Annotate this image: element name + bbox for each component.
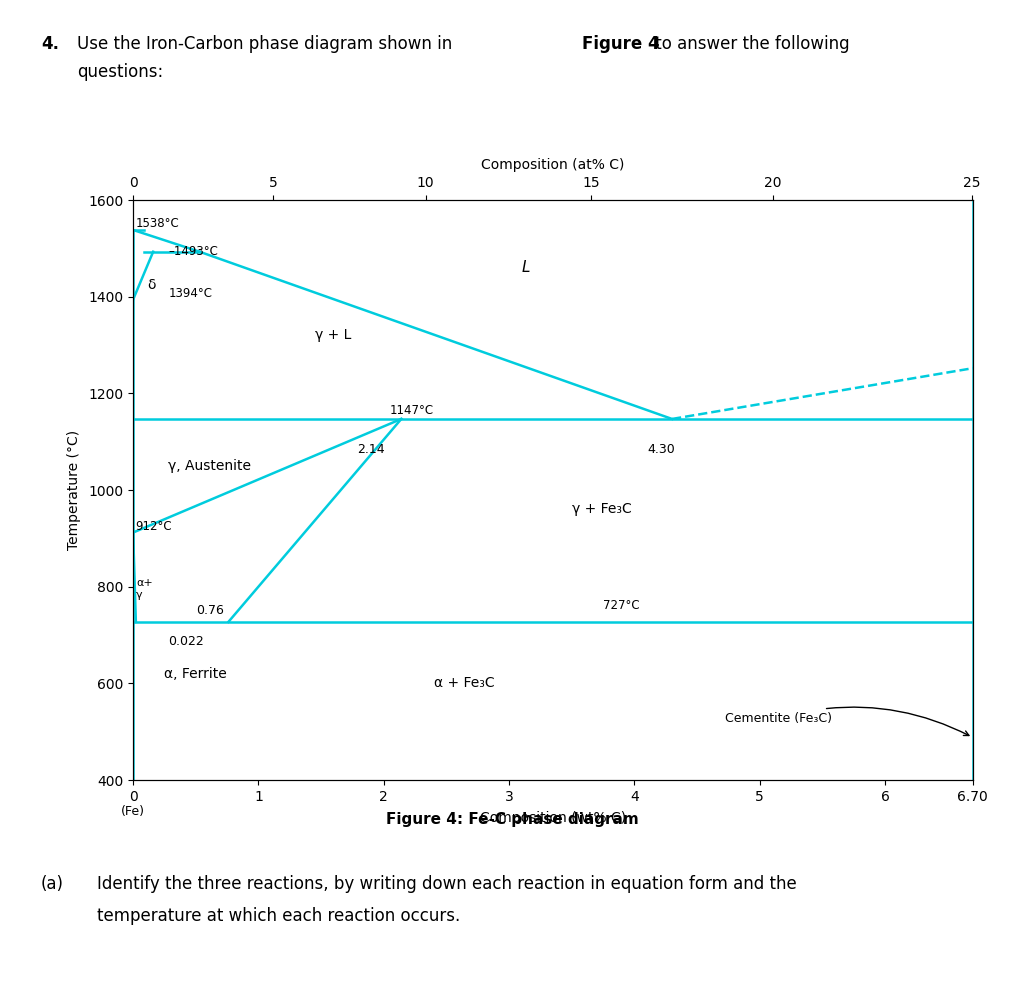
Text: to answer the following: to answer the following — [650, 35, 850, 53]
Text: 1147°C: 1147°C — [390, 404, 434, 417]
Text: Figure 4: Fe-C phase diagram: Figure 4: Fe-C phase diagram — [386, 812, 638, 827]
Text: α+
γ: α+ γ — [136, 578, 153, 600]
X-axis label: Composition (at% C): Composition (at% C) — [481, 158, 625, 172]
Text: (Fe): (Fe) — [121, 805, 145, 818]
Text: 4.30: 4.30 — [647, 443, 675, 456]
Text: –1493°C: –1493°C — [168, 245, 218, 258]
Text: 0.76: 0.76 — [196, 604, 223, 617]
Text: Use the Iron-Carbon phase diagram shown in: Use the Iron-Carbon phase diagram shown … — [77, 35, 458, 53]
Text: 727°C: 727°C — [603, 599, 640, 612]
Text: γ, Austenite: γ, Austenite — [168, 459, 251, 473]
X-axis label: Composition (wt% C): Composition (wt% C) — [480, 811, 626, 825]
Text: 2.14: 2.14 — [357, 443, 385, 456]
Text: temperature at which each reaction occurs.: temperature at which each reaction occur… — [97, 907, 461, 925]
Y-axis label: Temperature (°C): Temperature (°C) — [68, 430, 81, 550]
Text: α + Fe₃C: α + Fe₃C — [434, 676, 495, 690]
Text: 4.: 4. — [41, 35, 59, 53]
Text: L: L — [521, 260, 530, 275]
Text: (a): (a) — [41, 875, 63, 893]
Text: α, Ferrite: α, Ferrite — [165, 667, 227, 681]
Text: δ: δ — [146, 278, 156, 292]
Text: 912°C: 912°C — [135, 520, 172, 533]
Text: 1394°C: 1394°C — [168, 287, 212, 300]
Text: Cementite (Fe₃C): Cementite (Fe₃C) — [725, 707, 969, 735]
Text: 1538°C: 1538°C — [135, 217, 179, 230]
Text: Figure 4: Figure 4 — [582, 35, 659, 53]
Text: γ + Fe₃C: γ + Fe₃C — [571, 502, 632, 516]
Text: Identify the three reactions, by writing down each reaction in equation form and: Identify the three reactions, by writing… — [97, 875, 797, 893]
Text: γ + L: γ + L — [314, 328, 351, 342]
Text: 0.022: 0.022 — [168, 635, 204, 648]
Text: questions:: questions: — [77, 63, 163, 81]
